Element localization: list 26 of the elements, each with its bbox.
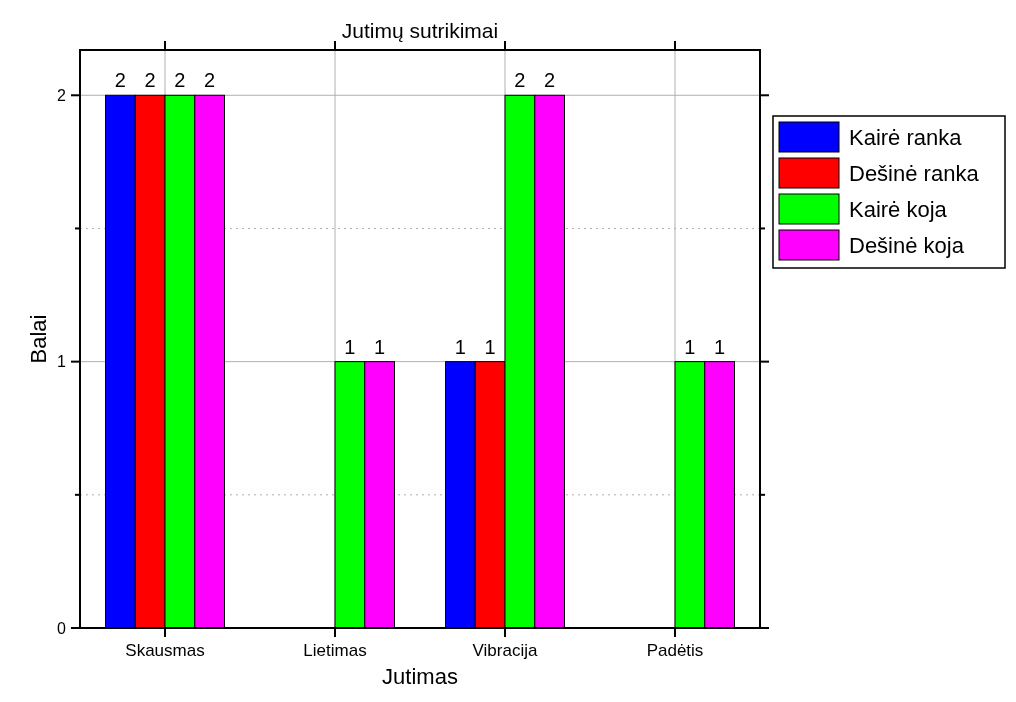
data-label: 2 xyxy=(114,69,126,92)
chart-title: Jutimų sutrikimai xyxy=(341,19,499,42)
data-label: 1 xyxy=(684,335,696,358)
x-tick-label: Padėtis xyxy=(646,641,704,660)
legend-label: Dešinė koja xyxy=(849,232,965,258)
data-label: 2 xyxy=(144,69,156,92)
data-label: 2 xyxy=(544,69,556,92)
data-label: 2 xyxy=(204,69,216,92)
legend-label: Kairė koja xyxy=(849,196,948,222)
x-tick-label: Vibracija xyxy=(472,641,538,660)
data-label: 1 xyxy=(344,335,356,358)
y-tick-label: 0 xyxy=(57,619,67,637)
y-tick-label: 2 xyxy=(57,86,67,104)
x-axis-title: Jutimas xyxy=(382,664,458,689)
legend-label: Dešinė ranka xyxy=(849,160,980,186)
data-label: 1 xyxy=(714,335,726,358)
data-label: 1 xyxy=(454,335,466,358)
y-axis-title: Balai xyxy=(26,314,51,364)
data-label: 2 xyxy=(174,69,186,92)
x-tick-label: Skausmas xyxy=(125,641,205,660)
data-label: 1 xyxy=(374,335,386,358)
data-label: 1 xyxy=(484,335,496,358)
y-tick-label: 1 xyxy=(57,353,67,371)
legend-label: Kairė ranka xyxy=(849,124,963,150)
x-tick-label: Lietimas xyxy=(303,641,367,660)
data-label: 2 xyxy=(514,69,526,92)
